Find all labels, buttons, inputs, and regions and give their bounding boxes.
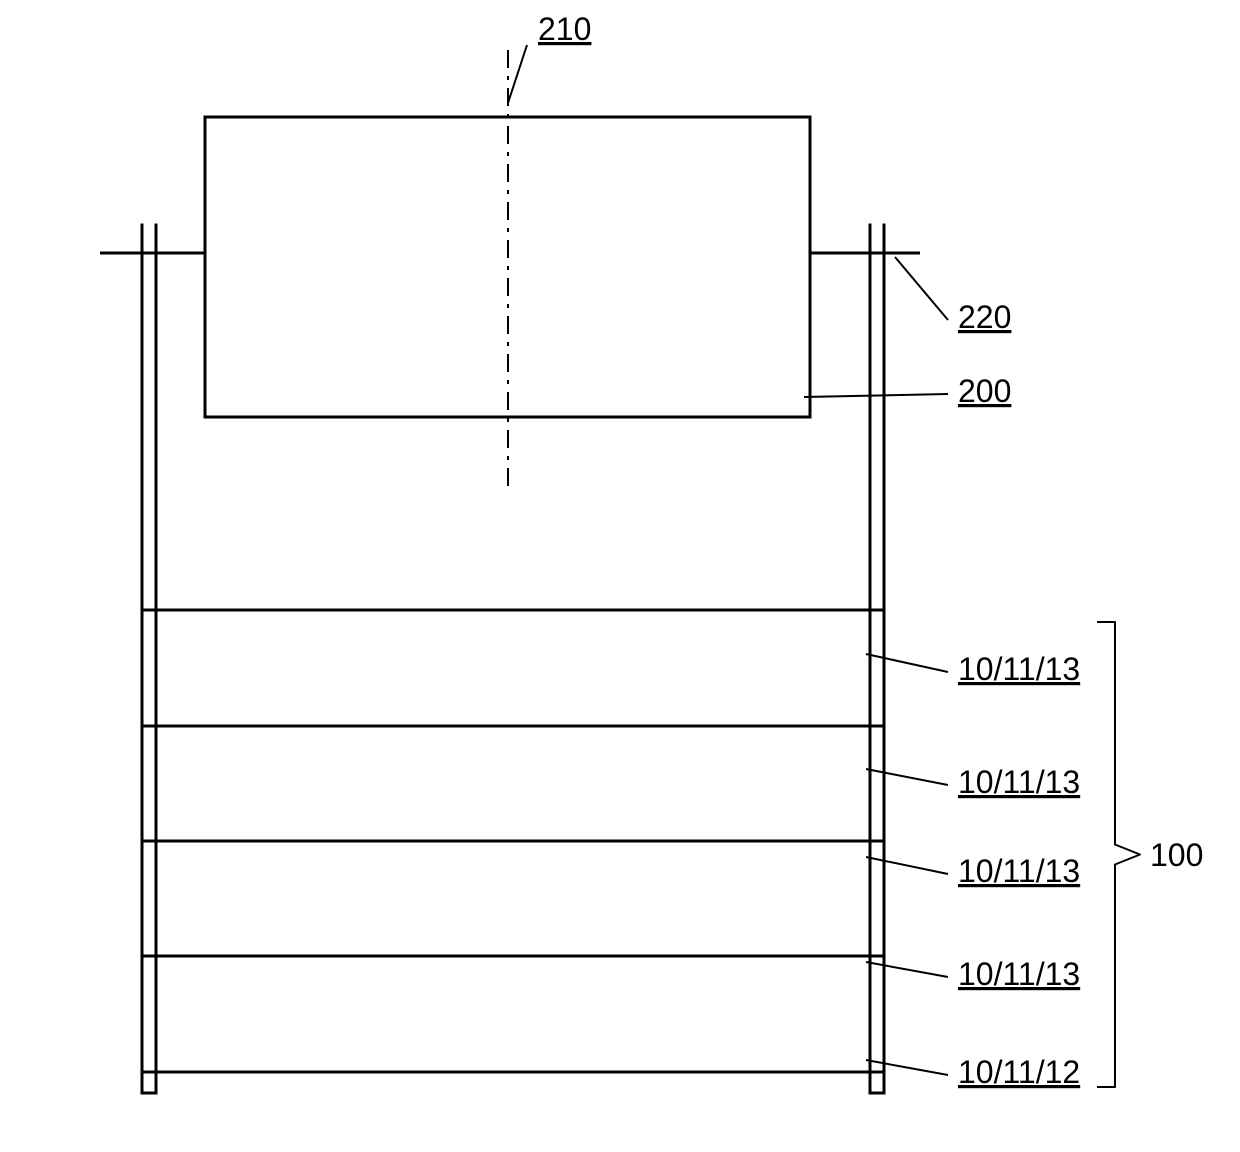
leader-line-3 bbox=[866, 654, 948, 672]
leader-line-1 bbox=[895, 257, 948, 320]
leader-line-4 bbox=[866, 769, 948, 785]
label-10/11/13: 10/11/13 bbox=[958, 651, 1080, 687]
label-10/11/13: 10/11/13 bbox=[958, 764, 1080, 800]
brace bbox=[1097, 622, 1140, 1087]
label-10/11/13: 10/11/13 bbox=[958, 853, 1080, 889]
diagram-canvas: 210 220 200 10/11/13 10/11/13 10/11/13 10/11/1… bbox=[0, 0, 1240, 1152]
label-220: 220 bbox=[958, 299, 1011, 335]
brace-label: 100 bbox=[1150, 837, 1203, 873]
leader-line-0 bbox=[508, 45, 527, 103]
label-10/11/13: 10/11/13 bbox=[958, 956, 1080, 992]
label-10/11/12: 10/11/12 bbox=[958, 1054, 1080, 1090]
leader-line-2 bbox=[804, 394, 948, 397]
leader-line-6 bbox=[866, 962, 948, 977]
leader-line-5 bbox=[866, 857, 948, 874]
label-210: 210 bbox=[538, 11, 591, 47]
frame-left-rail bbox=[142, 225, 156, 1093]
technical-diagram: 210 220 200 10/11/13 10/11/13 10/11/13 10/11/1… bbox=[0, 0, 1240, 1152]
label-200: 200 bbox=[958, 373, 1011, 409]
